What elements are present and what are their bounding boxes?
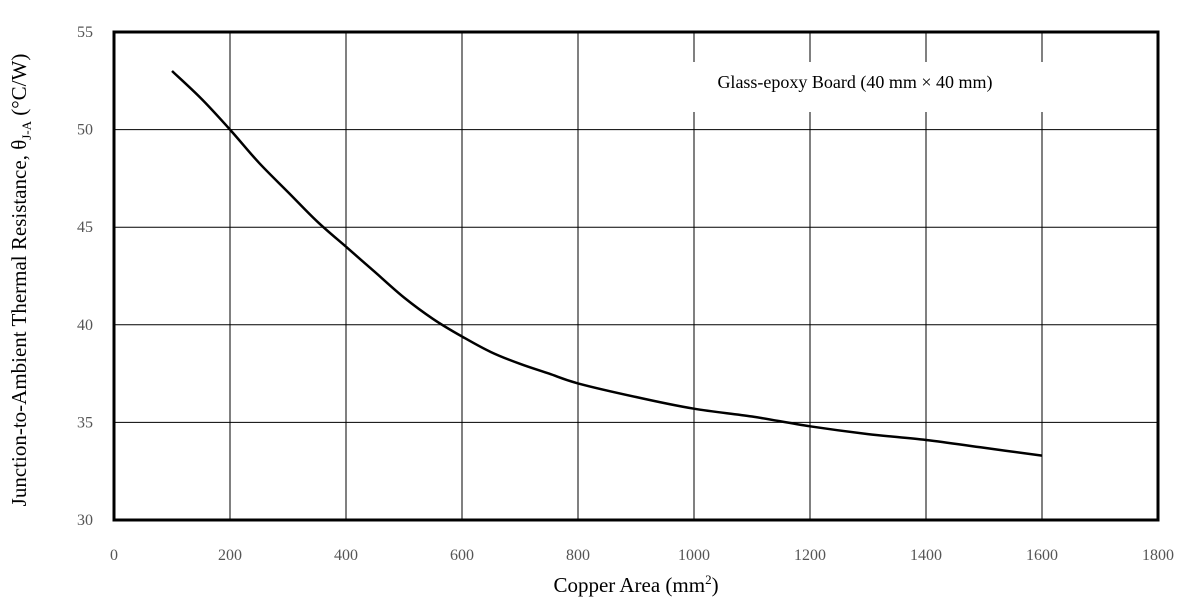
y-tick-label: 50 <box>77 122 93 139</box>
x-tick-label: 1200 <box>794 547 826 564</box>
series-line <box>171 70 1043 457</box>
annotation-background <box>655 62 1055 112</box>
x-axis-label-superscript: 2 <box>705 572 712 587</box>
y-axis-label-subscript: J-A <box>19 120 34 139</box>
y-axis-label-main: Junction-to-Ambient Thermal Resistance, … <box>7 140 31 507</box>
y-tick-label: 40 <box>77 317 93 334</box>
x-tick-label: 400 <box>334 547 358 564</box>
y-tick-label: 30 <box>77 512 93 529</box>
annotation-text: Glass-epoxy Board (40 mm × 40 mm) <box>717 72 992 93</box>
plot-frame <box>112 30 1160 522</box>
y-tick-label: 35 <box>77 414 93 431</box>
x-tick-labels: 0 200 400 600 800 1000 1200 1400 1600 1800 <box>110 547 1174 564</box>
y-axis-label-end: (°C/W) <box>7 54 31 121</box>
x-tick-label: 800 <box>566 547 590 564</box>
x-tick-label: 600 <box>450 547 474 564</box>
x-tick-label: 0 <box>110 547 118 564</box>
x-tick-label: 1800 <box>1142 547 1174 564</box>
x-tick-label: 200 <box>218 547 242 564</box>
x-tick-label: 1400 <box>910 547 942 564</box>
x-tick-label: 1600 <box>1026 547 1058 564</box>
x-axis-label-main: Copper Area (mm <box>553 573 705 597</box>
y-tick-labels: 30 35 40 45 50 55 <box>77 24 93 529</box>
series-curve-group <box>171 70 1043 457</box>
x-tick-label: 1000 <box>678 547 710 564</box>
y-axis-label: Junction-to-Ambient Thermal Resistance, … <box>7 54 34 507</box>
grid-lines <box>114 32 1158 520</box>
x-axis-label: Copper Area (mm2) <box>553 572 718 597</box>
y-tick-label: 45 <box>77 219 93 236</box>
y-tick-label: 55 <box>77 24 93 41</box>
x-axis-label-end: ) <box>712 573 719 597</box>
